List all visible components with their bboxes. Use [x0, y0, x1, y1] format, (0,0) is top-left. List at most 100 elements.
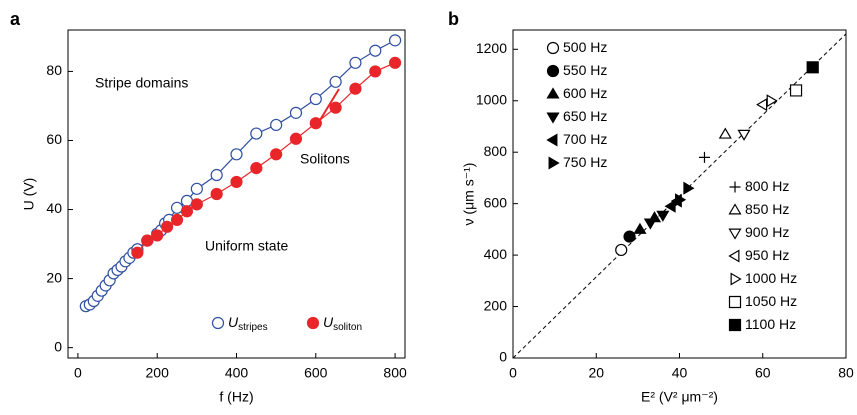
- data-point: [623, 230, 636, 243]
- y-tick-label: 80: [46, 62, 62, 78]
- data-point: [131, 246, 144, 259]
- legend-name: 950 Hz: [745, 247, 789, 263]
- legend-label: 1100 Hz: [745, 316, 796, 332]
- data-point: [664, 199, 676, 213]
- legend-label: Usoliton: [323, 314, 362, 333]
- data-point: [190, 198, 203, 211]
- data-point: [698, 151, 710, 163]
- x-tick-label: 600: [304, 365, 328, 381]
- data-point: [161, 220, 174, 233]
- legend-name: 1100 Hz: [745, 316, 796, 332]
- panel-label: b: [448, 9, 459, 29]
- data-point: [210, 168, 223, 182]
- data-point: [190, 182, 203, 195]
- legend-marker: [728, 203, 742, 215]
- legend-label: 650 Hz: [563, 108, 607, 124]
- data-point: [289, 106, 303, 119]
- legend-name: 650 Hz: [563, 108, 607, 124]
- legend-marker: [546, 41, 560, 55]
- legend-name: 600 Hz: [563, 85, 607, 101]
- data-point: [170, 213, 184, 226]
- data-point: [309, 117, 322, 130]
- legend-label: Ustripes: [228, 314, 268, 333]
- legend-marker: [546, 133, 558, 147]
- legend-marker: [211, 316, 225, 330]
- y-tick-label: 0: [499, 349, 507, 365]
- legend-marker: [728, 249, 740, 263]
- x-axis-label: f (Hz): [219, 389, 253, 405]
- data-point: [270, 148, 283, 161]
- y-tick-label: 200: [484, 297, 508, 313]
- legend-name: 1050 Hz: [745, 293, 797, 309]
- data-point: [230, 148, 243, 161]
- data-point: [388, 56, 402, 69]
- legend-name: U: [323, 314, 334, 330]
- data-point: [756, 98, 768, 112]
- x-tick-label: 800: [383, 365, 407, 381]
- data-point: [329, 101, 342, 114]
- data-point: [151, 229, 164, 242]
- legend-name: 750 Hz: [563, 154, 607, 170]
- legend-name: 900 Hz: [745, 224, 789, 240]
- data-point: [250, 162, 263, 175]
- legend-name: U: [228, 314, 239, 330]
- data-point: [141, 234, 154, 247]
- legend-label: 900 Hz: [745, 224, 789, 240]
- data-point: [789, 84, 803, 97]
- data-point: [675, 193, 687, 207]
- y-tick-label: 1000: [476, 91, 507, 107]
- data-point: [766, 94, 778, 108]
- data-point: [683, 181, 695, 195]
- x-tick-label: 0: [509, 365, 517, 381]
- data-point: [289, 132, 303, 145]
- y-tick-label: 800: [484, 143, 508, 159]
- legend-label: 700 Hz: [563, 131, 607, 147]
- data-point: [349, 56, 362, 69]
- annotation: Uniform state: [205, 238, 288, 254]
- y-tick-label: 20: [46, 269, 62, 285]
- annotation: Stripe domains: [95, 75, 188, 91]
- y-tick-label: 60: [46, 131, 62, 147]
- x-tick-label: 400: [225, 365, 249, 381]
- legend-marker: [546, 64, 560, 78]
- x-tick-label: 20: [588, 365, 604, 381]
- x-tick-label: 60: [755, 365, 771, 381]
- data-point: [369, 44, 382, 57]
- legend-label: 1050 Hz: [745, 293, 797, 309]
- legend-marker: [546, 87, 560, 99]
- legend-label: 500 Hz: [563, 39, 607, 55]
- data-point: [633, 222, 647, 234]
- data-point: [250, 127, 263, 140]
- data-point: [230, 175, 243, 189]
- legend-label: 850 Hz: [745, 201, 789, 217]
- legend-name: 800 Hz: [745, 178, 789, 194]
- y-tick-label: 1200: [476, 40, 507, 56]
- x-tick-label: 80: [838, 365, 854, 381]
- data-point: [718, 127, 732, 139]
- legend-label: 550 Hz: [563, 62, 607, 78]
- y-tick-label: 40: [46, 200, 62, 216]
- legend-label: 800 Hz: [745, 178, 789, 194]
- data-point: [210, 187, 223, 201]
- data-point: [329, 75, 342, 88]
- y-tick-label: 600: [484, 194, 508, 210]
- data-point: [309, 92, 322, 106]
- legend-subscript: stripes: [238, 322, 267, 333]
- x-tick-label: 200: [146, 365, 170, 381]
- legend-marker: [728, 295, 742, 309]
- data-point: [388, 34, 402, 47]
- data-point: [737, 129, 751, 141]
- y-tick-label: 400: [484, 246, 508, 262]
- data-point: [270, 118, 283, 132]
- legend-name: 850 Hz: [745, 201, 789, 217]
- legend-name: 700 Hz: [563, 131, 607, 147]
- data-point: [643, 218, 657, 230]
- legend-label: 600 Hz: [563, 85, 607, 101]
- data-point: [180, 205, 194, 218]
- x-tick-label: 0: [74, 365, 82, 381]
- annotation: Solitons: [300, 151, 350, 167]
- data-point: [806, 61, 819, 74]
- legend-label: 750 Hz: [563, 154, 607, 170]
- legend-marker: [728, 318, 742, 332]
